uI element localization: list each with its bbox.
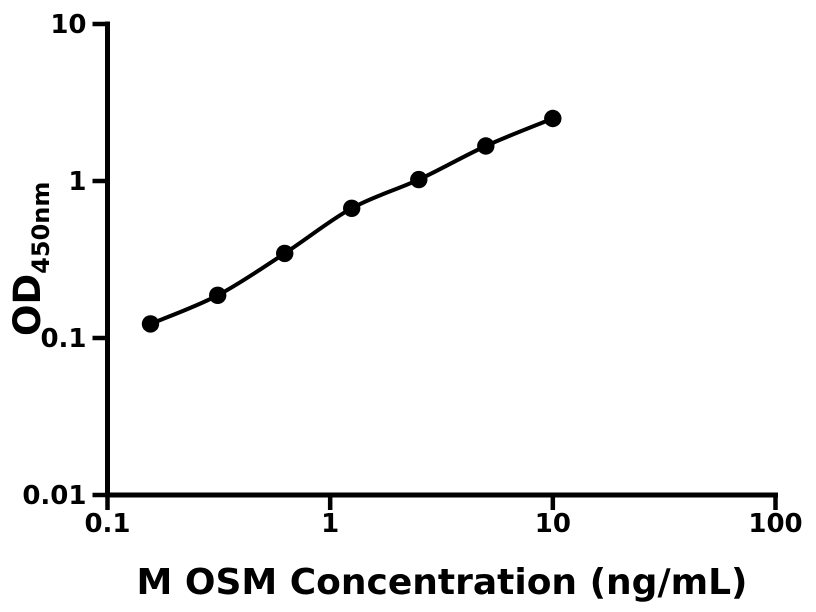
data-series [141,109,562,333]
y-tick-label: 0.01 [22,481,86,511]
data-point [477,137,495,155]
y-tick-label: 1 [68,167,86,197]
data-point [410,170,428,189]
data-point [209,286,227,304]
data-point [544,109,562,128]
data-point [276,244,294,263]
x-axis-title: M OSM Concentration (ng/mL) [136,562,747,603]
y-axis-title: OD450nm [6,182,55,336]
y-axis-title-subscript: 450nm [27,182,55,274]
x-tick-label: 10 [535,509,571,539]
data-point [141,315,160,333]
y-tick-label: 10 [50,10,86,40]
x-tick-label: 1 [321,509,339,539]
y-axis-title-main: OD [6,274,49,336]
x-tick-label: 100 [748,509,802,539]
x-tick-label: 0.1 [84,509,130,539]
data-point [343,199,361,217]
y-tick-label: 0.1 [40,324,86,354]
